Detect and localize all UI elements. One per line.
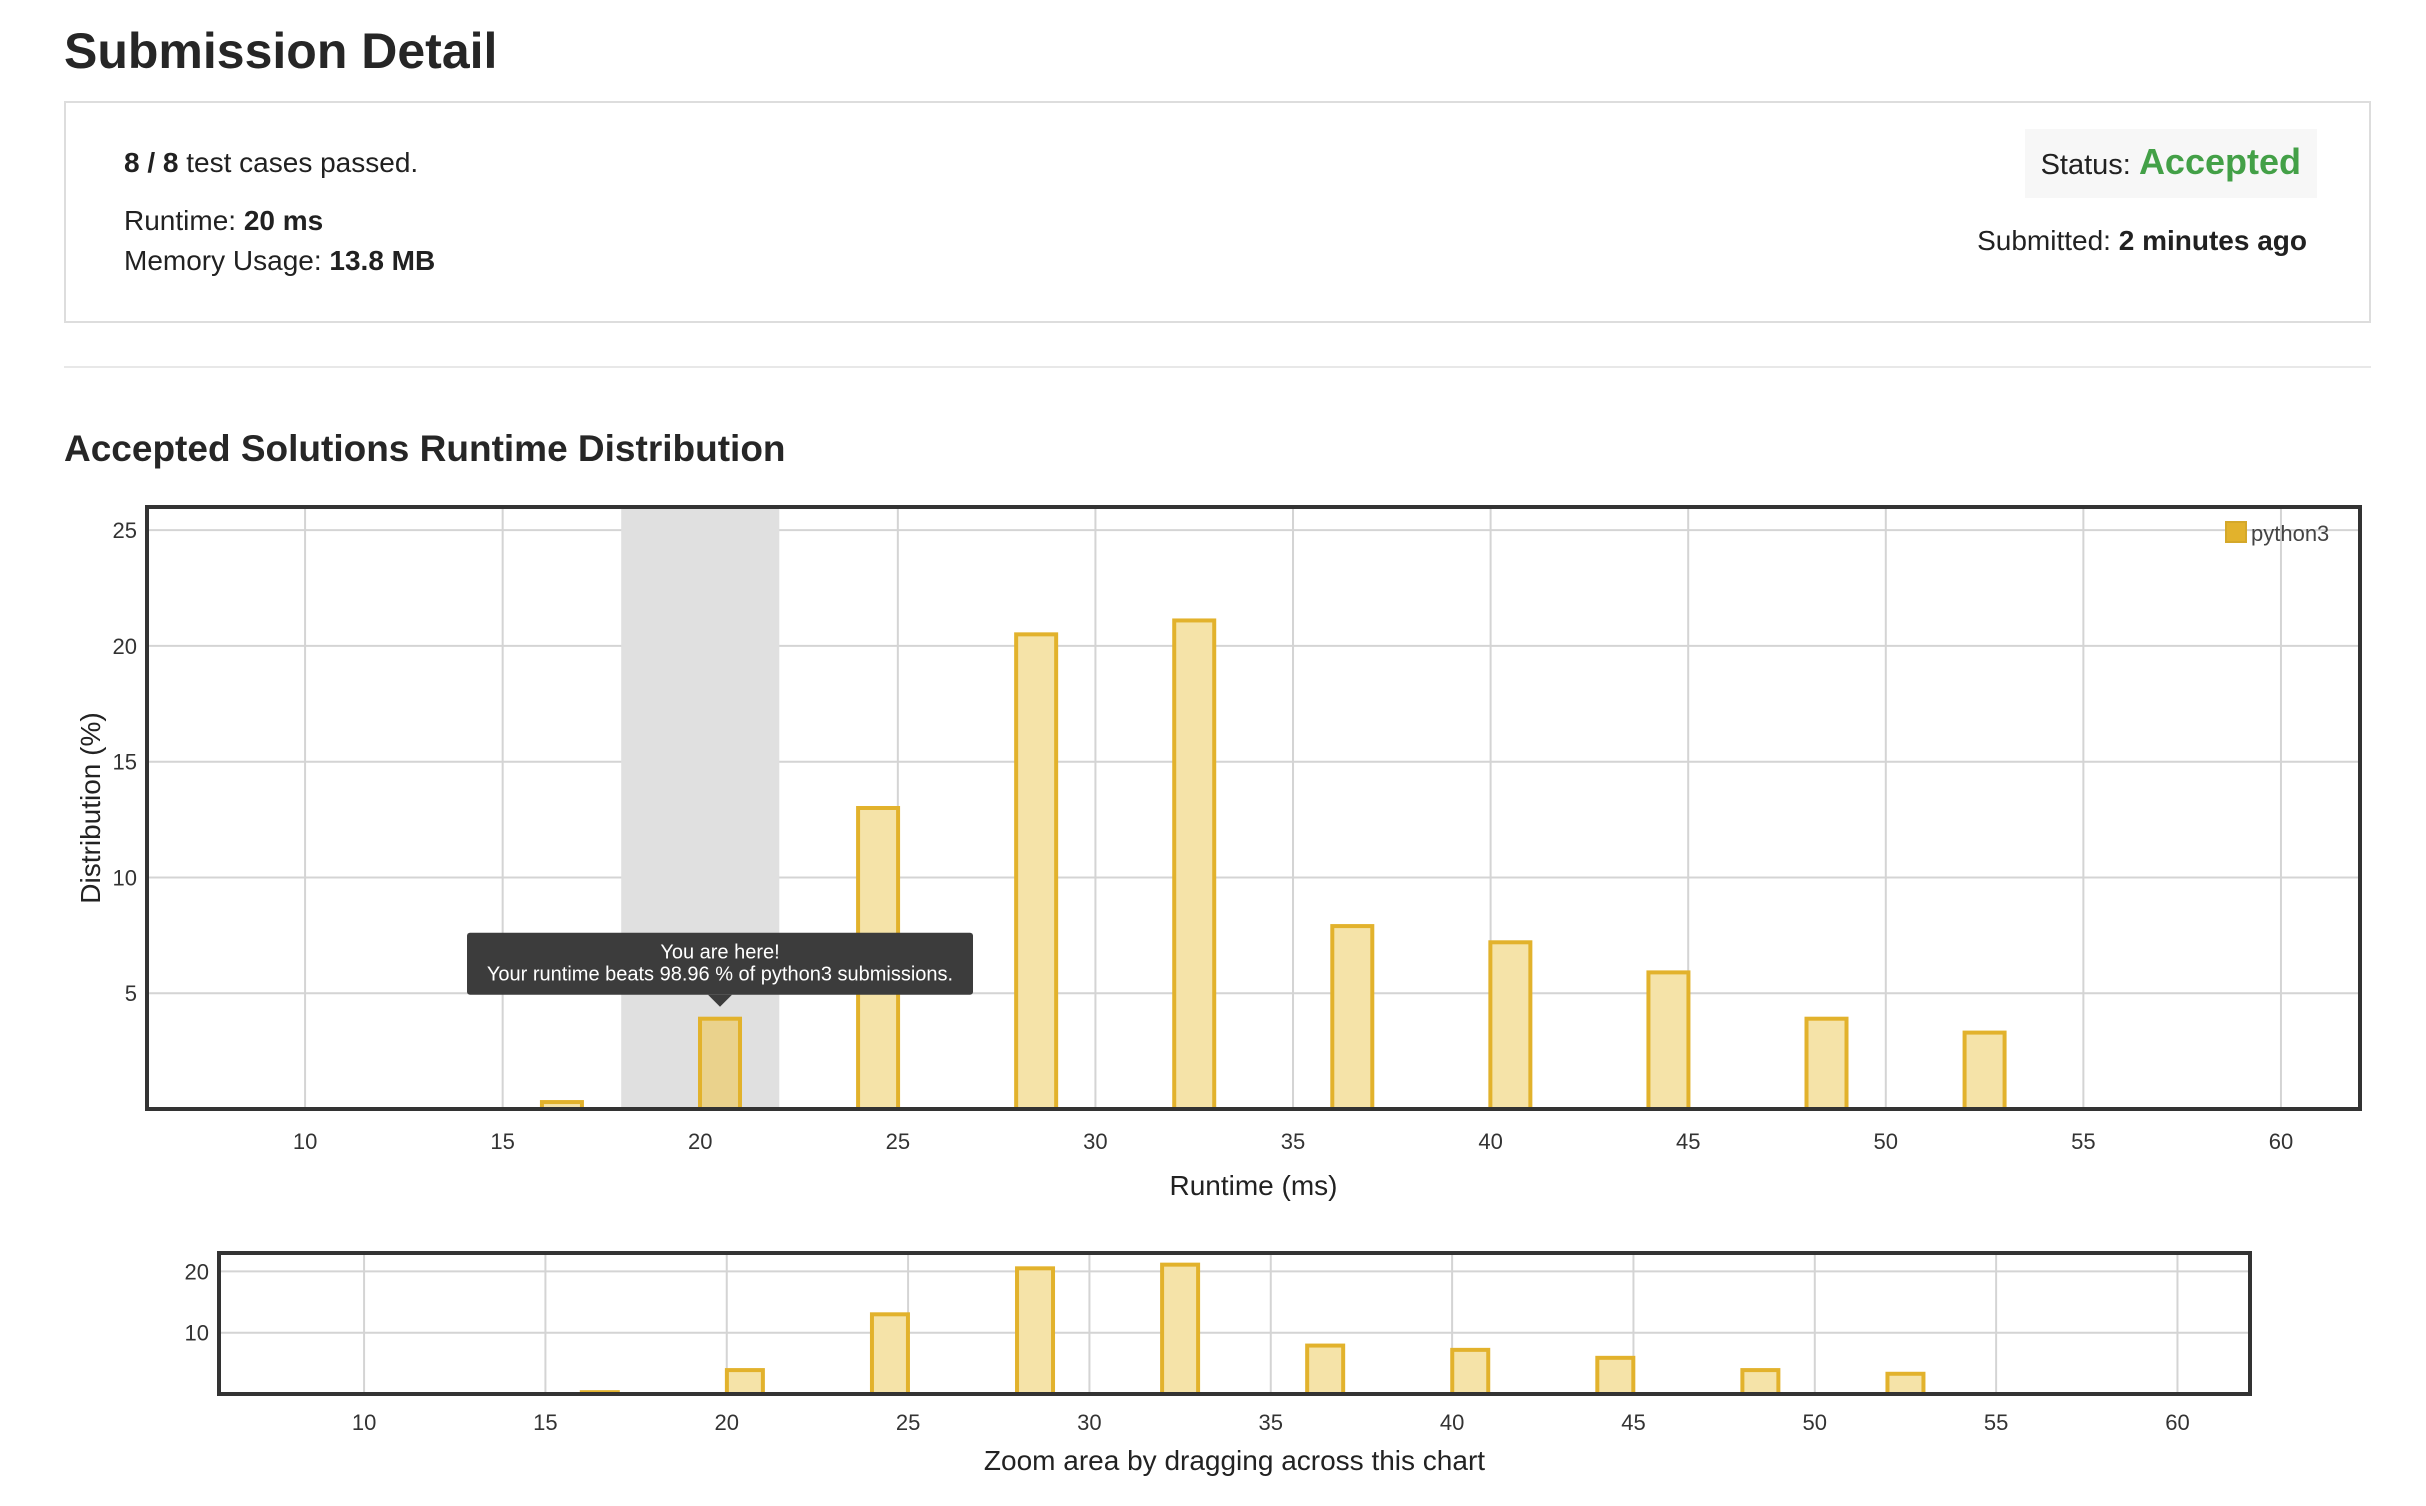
- main-x-tick: 40: [1478, 1129, 1502, 1154]
- highlight-band-group: [621, 507, 780, 1109]
- overview-bar-runtime-52.5: [1885, 1371, 1926, 1397]
- submitted-line: Submitted: 2 minutes ago: [1977, 221, 2307, 261]
- main-chart-frame: [145, 505, 2362, 1111]
- overview-x-tick: 50: [1803, 1410, 1827, 1435]
- tests-passed-count: 8 / 8: [124, 147, 179, 178]
- main-x-tick: 15: [490, 1129, 514, 1154]
- submitted-label: Submitted:: [1977, 225, 2111, 256]
- memory-label: Memory Usage:: [124, 245, 322, 276]
- overview-bar-runtime-28.5: [1015, 1266, 1056, 1397]
- y-axis-label: Distribution (%): [75, 712, 106, 903]
- overview-x-tick: 60: [2165, 1410, 2189, 1435]
- x-axis-label: Runtime (ms): [1169, 1170, 1337, 1201]
- main-y-tick: 15: [113, 750, 137, 775]
- legend-label-python3: python3: [2251, 521, 2329, 546]
- tooltip-arrow: [708, 994, 733, 1007]
- overview-bar-runtime-36.5: [1305, 1343, 1346, 1397]
- tooltip-text: Your runtime beats 98.96 % of python3 su…: [487, 964, 953, 986]
- bar-runtime-44.5[interactable]: [1646, 970, 1691, 1111]
- tooltip-title: You are here!: [660, 942, 779, 964]
- overview-x-tick: 45: [1621, 1410, 1645, 1435]
- overview-x-tick: 15: [533, 1410, 557, 1435]
- overview-x-tick: 55: [1984, 1410, 2008, 1435]
- main-y-tick-labels: 5 10 15 20 25: [113, 518, 137, 1006]
- overview-zoom-hint: Zoom area by dragging across this chart: [984, 1445, 1485, 1476]
- status-value: Accepted: [2138, 141, 2301, 182]
- bar-runtime-48.5[interactable]: [1804, 1016, 1849, 1112]
- bar-runtime-28.5[interactable]: [1014, 632, 1059, 1111]
- main-x-tick: 10: [293, 1129, 317, 1154]
- main-x-tick: 25: [886, 1129, 910, 1154]
- memory-value: 13.8 MB: [329, 245, 436, 276]
- runtime-label: Runtime:: [124, 205, 237, 236]
- overview-chart-frame[interactable]: [217, 1251, 2252, 1396]
- overview-bar-runtime-48.5: [1740, 1368, 1781, 1397]
- memory-line: Memory Usage: 13.8 MB: [124, 241, 435, 281]
- main-x-tick: 20: [688, 1129, 712, 1154]
- overview-x-tick: 40: [1440, 1410, 1464, 1435]
- overview-y-tick: 10: [185, 1321, 209, 1346]
- overview-bar-runtime-40.5: [1450, 1347, 1491, 1396]
- chart-legend[interactable]: python3: [2225, 521, 2329, 546]
- result-details: 8 / 8 test cases passed. Runtime: 20 ms …: [124, 143, 435, 281]
- overview-x-tick: 25: [896, 1410, 920, 1435]
- overview-y-tick: 20: [185, 1259, 209, 1284]
- submitted-value: 2 minutes ago: [2118, 225, 2307, 256]
- runtime-tooltip: You are here! Your runtime beats 98.96 %…: [467, 932, 974, 1007]
- main-y-tick: 20: [113, 634, 137, 659]
- main-x-tick: 35: [1281, 1129, 1305, 1154]
- main-chart-grid: [147, 507, 2360, 1109]
- overview-chart-bars: [579, 1262, 1926, 1397]
- bar-runtime-20.5[interactable]: [698, 1016, 743, 1112]
- main-x-tick-labels: 10 15 20 25 30 35 40 45 50 55 60: [293, 1129, 2293, 1154]
- overview-bar-runtime-24.5: [869, 1312, 910, 1396]
- bar-runtime-36.5[interactable]: [1330, 924, 1375, 1112]
- runtime-distribution-chart[interactable]: 10 15 20 25 30 35 40 45 50 55 60 5 10 15 20 25 Runtime…: [0, 480, 2426, 1490]
- runtime-value: 20 ms: [243, 205, 324, 236]
- main-x-tick: 60: [2269, 1129, 2293, 1154]
- main-y-tick: 5: [125, 981, 137, 1006]
- overview-bar-runtime-32.5: [1160, 1262, 1201, 1396]
- overview-x-tick-labels: 10 15 20 25 30 35 40 45 50 55 60: [352, 1410, 2190, 1435]
- main-x-tick: 30: [1083, 1129, 1107, 1154]
- overview-x-tick: 30: [1077, 1410, 1101, 1435]
- tooltip-box: [467, 932, 974, 995]
- main-x-tick: 50: [1874, 1129, 1898, 1154]
- overview-chart-grid: [219, 1253, 2250, 1394]
- overview-x-tick: 10: [352, 1410, 376, 1435]
- status-label: Status:: [2040, 149, 2131, 181]
- main-x-tick: 55: [2071, 1129, 2095, 1154]
- overview-bar-runtime-44.5: [1595, 1355, 1636, 1397]
- page-title: Submission Detail: [64, 23, 498, 79]
- overview-bar-runtime-20.5: [724, 1368, 765, 1397]
- main-x-tick: 45: [1676, 1129, 1700, 1154]
- highlight-band: [621, 507, 780, 1109]
- tests-passed-text: test cases passed.: [186, 147, 419, 178]
- bar-runtime-40.5[interactable]: [1488, 940, 1533, 1111]
- legend-swatch-python3: [2225, 521, 2247, 543]
- overview-x-tick: 20: [715, 1410, 739, 1435]
- main-y-tick: 25: [113, 518, 137, 543]
- main-y-tick: 10: [113, 865, 137, 890]
- section-title: Accepted Solutions Runtime Distribution: [64, 428, 786, 469]
- tests-passed-line: 8 / 8 test cases passed.: [124, 143, 435, 183]
- runtime-line: Runtime: 20 ms: [124, 201, 435, 241]
- status-badge: Status: Accepted: [2024, 129, 2317, 198]
- submission-summary: 8 / 8 test cases passed. Runtime: 20 ms …: [64, 101, 2371, 323]
- overview-x-tick: 35: [1259, 1410, 1283, 1435]
- bar-runtime-32.5[interactable]: [1172, 618, 1217, 1111]
- bar-runtime-52.5[interactable]: [1962, 1030, 2007, 1111]
- section-divider: [64, 366, 2371, 368]
- overview-y-tick-labels: 10 20: [185, 1259, 209, 1345]
